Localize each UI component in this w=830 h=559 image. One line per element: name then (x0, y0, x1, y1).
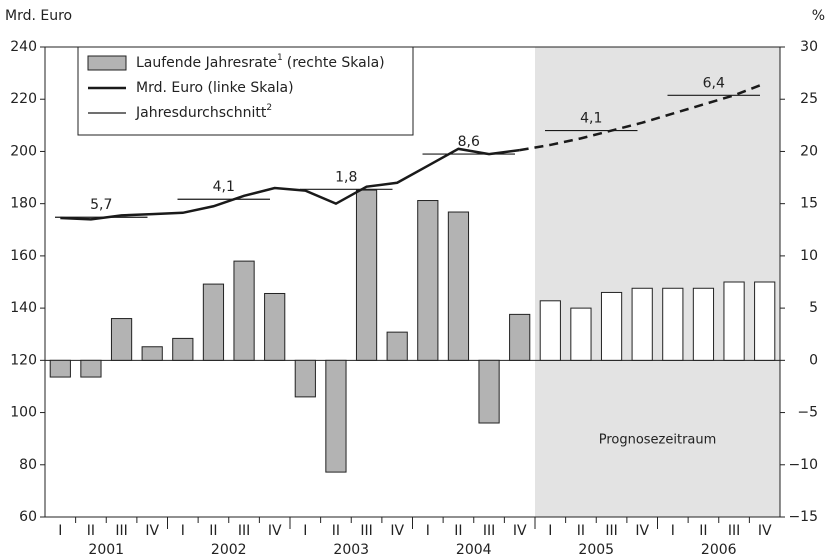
x-tick-label: IV (145, 523, 159, 539)
bar (417, 200, 439, 361)
legend-label: Jahresdurchschnitt2 (135, 103, 272, 122)
bar (325, 359, 347, 473)
y-tick-label: 140 (10, 300, 37, 316)
y2-tick-label: 15 (800, 196, 818, 212)
x-tick-label: I (671, 523, 675, 539)
y-tick-label: 180 (10, 196, 37, 212)
x-tick-label: IV (268, 523, 282, 539)
growth-label: 1,8 (335, 169, 357, 185)
legend-note: 1 (277, 53, 283, 63)
x-tick-label: I (426, 523, 430, 539)
bar (264, 292, 286, 361)
y2-tick-label: 25 (800, 91, 818, 107)
x-tick-label: I (303, 523, 307, 539)
x-tick-label: II (209, 523, 217, 539)
x-tick-label: II (577, 523, 585, 539)
y2-tick-label: −10 (788, 457, 818, 473)
year-label: 2002 (211, 542, 247, 558)
year-label: 2005 (578, 542, 614, 558)
year-label: 2004 (456, 542, 492, 558)
y-tick-label: 200 (10, 143, 37, 159)
legend-label: Mrd. Euro (linke Skala) (136, 80, 294, 96)
bar (447, 211, 470, 361)
x-tick-label: III (238, 523, 250, 539)
bar (202, 283, 225, 361)
y-tick-label: 80 (19, 457, 37, 473)
legend-suffix: (rechte Skala) (287, 55, 385, 71)
x-tick-label: II (87, 523, 95, 539)
bar (600, 291, 623, 361)
growth-label: 8,6 (458, 134, 480, 150)
y2-tick-label: 5 (809, 300, 818, 316)
bar (355, 189, 378, 361)
x-tick-label: II (332, 523, 340, 539)
bar (692, 287, 715, 361)
line (519, 82, 766, 152)
bar (172, 337, 194, 361)
x-tick-label: III (483, 523, 495, 539)
y-unit: Mrd. Euro (5, 8, 72, 24)
bar (570, 307, 592, 361)
bar (754, 281, 776, 361)
x-tick-label: IV (390, 523, 404, 539)
x-tick-label: IV (513, 523, 527, 539)
legend-label: Laufende Jahresrate1 (rechte Skala) (136, 53, 385, 72)
bar (80, 359, 102, 378)
forecast-label: Prognosezeitraum (599, 433, 717, 448)
x-tick-label: I (58, 523, 62, 539)
y2-tick-label: 30 (800, 39, 818, 55)
bar (539, 300, 561, 361)
y2-tick-label: 10 (800, 248, 818, 264)
growth-label: 6,4 (703, 75, 725, 91)
growth-label: 4,1 (213, 179, 235, 195)
x-tick-label: IV (758, 523, 772, 539)
bar (631, 287, 653, 361)
x-tick-label: III (360, 523, 372, 539)
x-tick-label: I (548, 523, 552, 539)
legend-note: 2 (266, 103, 272, 113)
legend-name: Mrd. Euro (linke Skala) (136, 80, 294, 96)
x-tick-label: IV (635, 523, 649, 539)
y2-tick-label: 20 (800, 143, 818, 159)
bar (386, 331, 408, 361)
y-tick-label: 100 (10, 405, 37, 421)
bar (110, 318, 133, 361)
legend (77, 46, 414, 136)
y2-tick-label: −5 (797, 405, 818, 421)
bar (141, 346, 163, 361)
line (60, 147, 520, 221)
x-tick-label: III (605, 523, 617, 539)
y2-tick-label: −15 (788, 509, 818, 525)
bar (662, 287, 684, 361)
y-tick-label: 220 (10, 91, 37, 107)
year-label: 2003 (333, 542, 369, 558)
legend-name: Laufende Jahresrate (136, 55, 277, 71)
growth-label: 5,7 (90, 197, 112, 213)
bar (294, 359, 316, 398)
growth-label: 4,1 (580, 111, 602, 127)
bar (478, 359, 500, 424)
x-tick-label: III (728, 523, 740, 539)
bar (233, 260, 255, 361)
x-tick-label: II (454, 523, 462, 539)
year-label: 2001 (88, 542, 124, 558)
x-tick-label: I (181, 523, 185, 539)
y-tick-label: 240 (10, 39, 37, 55)
year-label: 2006 (701, 542, 737, 558)
x-tick-label: III (115, 523, 127, 539)
x-tick-label: II (699, 523, 707, 539)
bar (509, 313, 531, 361)
legend-swatch (87, 55, 127, 71)
y2-tick-label: 0 (809, 352, 818, 368)
bar (49, 359, 71, 378)
bar (723, 281, 745, 361)
y-tick-label: 160 (10, 248, 37, 264)
y-tick-label: 60 (19, 509, 37, 525)
y2-unit: % (812, 8, 825, 24)
legend-name: Jahresdurchschnitt (135, 105, 267, 121)
y-tick-label: 120 (10, 352, 37, 368)
